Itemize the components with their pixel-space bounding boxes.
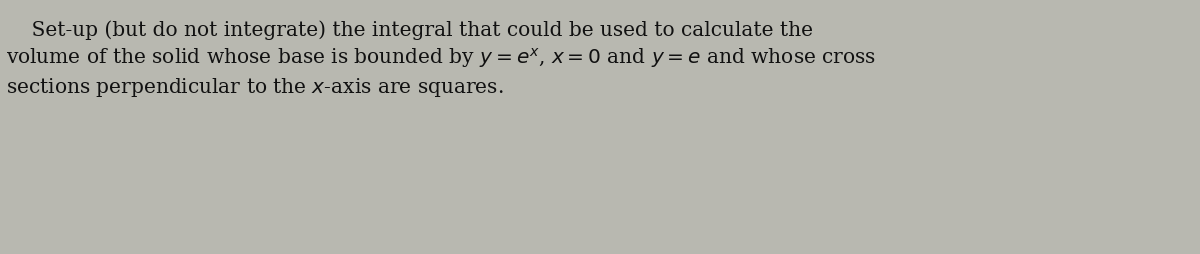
Text: Set-up (but do not integrate) the integral that could be used to calculate the
v: Set-up (but do not integrate) the integr… bbox=[6, 20, 876, 99]
